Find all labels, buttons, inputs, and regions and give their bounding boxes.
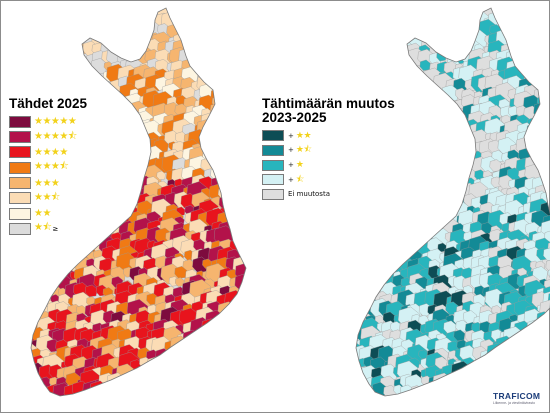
country-outline (30, 7, 247, 397)
legend-item: ★⯪ ≥ (9, 221, 87, 236)
municipality (166, 350, 176, 360)
legend-prefix: + (288, 146, 294, 155)
legend-swatch (9, 177, 31, 189)
municipality (237, 287, 246, 299)
star-icons: ★★⯪ (34, 191, 60, 203)
legend-title-right: Tähtimäärän muutos 2023-2025 (262, 96, 395, 126)
legend-item: ★★⯪ (9, 191, 87, 206)
legend-prefix: + (288, 131, 294, 140)
star-icons: ⯪ (295, 174, 305, 185)
municipality (547, 268, 550, 278)
star-icons: ★★★⯪ (34, 161, 69, 173)
legend-label: ≥ (52, 224, 59, 233)
star-icons: ★ (295, 160, 304, 171)
star-icons: ★★★★⯪ (34, 130, 77, 142)
legend-title-left: Tähdet 2025 (9, 96, 88, 111)
legend-item: ★★★⯪ (9, 160, 87, 175)
country-outline (355, 7, 550, 397)
legend-swatch (9, 131, 31, 144)
traficom-logo: TRAFICOM Liikenne- ja viestintävirasto (493, 391, 540, 405)
legend-swatch (9, 207, 31, 220)
municipality (453, 329, 466, 342)
star-icons: ★★ (295, 130, 312, 141)
legend-prefix: + (288, 175, 294, 184)
legend-item: + ⯪ (262, 172, 395, 187)
legend-swatch (9, 222, 31, 235)
star-icons: ★★ (34, 208, 51, 220)
municipality (131, 368, 141, 379)
legend-stars-2025: Tähdet 2025 ★★★★★ ★★★★⯪ ★★★★ ★★★⯪ ★★★ ★★⯪ ★★ ★⯪… (9, 96, 88, 237)
municipality (110, 214, 122, 226)
municipality (432, 372, 453, 393)
municipality (545, 258, 550, 273)
legend-item: + ★★ (262, 128, 395, 143)
legend-swatch (9, 115, 31, 128)
star-icons: ★⯪ (34, 222, 52, 234)
municipality (209, 102, 227, 119)
municipality (131, 178, 143, 190)
municipality (106, 372, 127, 393)
logo-subtitle: Liikenne- ja viestintävirasto (493, 401, 536, 405)
municipality (182, 329, 200, 348)
legend-swatch (262, 144, 284, 156)
municipality (490, 176, 502, 188)
legend-item: ★★★ (9, 175, 87, 190)
legend-swatch (9, 192, 31, 205)
legend-swatch (262, 159, 284, 171)
legend-prefix: + (288, 161, 294, 170)
municipality (547, 241, 550, 252)
legend-title-right-line1: Tähtimäärän muutos (262, 96, 395, 111)
municipality (356, 303, 369, 317)
legend-swatch (262, 188, 284, 200)
municipality (526, 319, 542, 335)
logo-brand: TRAFICOM (493, 391, 541, 401)
municipality (224, 290, 245, 310)
legend-swatch (262, 130, 284, 142)
municipality (89, 380, 108, 396)
star-icons: ★★★★ (34, 146, 68, 158)
star-icons: ★⯪ (295, 145, 312, 156)
legend-item: ★★★★★ (9, 114, 87, 129)
municipality (217, 301, 237, 321)
legend-item: + ★ (262, 158, 395, 173)
legend-star-change: Tähtimäärän muutos 2023-2025 + ★★ + ★⯪ + ★ + ⯪ E… (262, 96, 395, 202)
legend-title-right-line2: 2023-2025 (262, 110, 327, 126)
municipality (76, 305, 87, 316)
legend-swatch (262, 174, 284, 186)
star-icons: ★★★★★ (34, 116, 77, 128)
municipality (533, 101, 550, 121)
legend-item: ★★ (9, 206, 87, 221)
legend-swatch (9, 146, 31, 159)
legend-swatch (9, 161, 31, 174)
municipality (410, 385, 422, 396)
legend-item: ★★★★⯪ (9, 129, 87, 144)
legend-label: Ei muutosta (288, 190, 330, 199)
municipality (75, 34, 85, 44)
municipality (170, 335, 189, 354)
municipality (146, 356, 164, 374)
legend-item: ★★★★ (9, 145, 87, 160)
municipality (544, 230, 550, 243)
municipality (84, 284, 98, 298)
star-icons: ★★★ (34, 177, 60, 189)
municipality (380, 363, 398, 381)
legend-item: + ★⯪ (262, 143, 395, 158)
municipality (156, 170, 166, 180)
legend-item: Ei muutosta (262, 187, 395, 202)
